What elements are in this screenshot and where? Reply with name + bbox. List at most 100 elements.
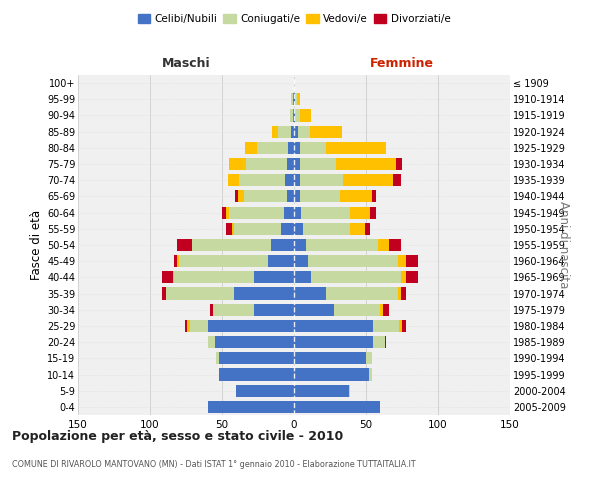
- Bar: [286, 174, 294, 186]
- Bar: [208, 320, 294, 332]
- Bar: [244, 190, 287, 202]
- Bar: [166, 288, 233, 300]
- Bar: [401, 288, 406, 300]
- Bar: [399, 320, 402, 332]
- Bar: [373, 320, 399, 332]
- Bar: [373, 336, 385, 348]
- Bar: [185, 320, 187, 332]
- Bar: [294, 336, 373, 348]
- Bar: [340, 190, 372, 202]
- Bar: [350, 222, 365, 235]
- Bar: [293, 110, 294, 122]
- Bar: [294, 384, 349, 397]
- Bar: [178, 255, 179, 268]
- Bar: [311, 272, 401, 283]
- Bar: [294, 288, 326, 300]
- Bar: [287, 158, 294, 170]
- Bar: [216, 352, 219, 364]
- Text: COMUNE DI RIVAROLO MANTOVANO (MN) - Dati ISTAT 1° gennaio 2010 - Elaborazione TU: COMUNE DI RIVAROLO MANTOVANO (MN) - Dati…: [12, 460, 416, 469]
- Bar: [229, 158, 247, 170]
- Bar: [192, 239, 271, 251]
- Bar: [208, 401, 294, 413]
- Bar: [396, 158, 402, 170]
- Bar: [294, 368, 369, 380]
- Bar: [239, 174, 286, 186]
- Text: Maschi: Maschi: [161, 57, 211, 70]
- Bar: [271, 239, 294, 251]
- Bar: [190, 320, 208, 332]
- Bar: [295, 93, 297, 106]
- Bar: [187, 320, 190, 332]
- Bar: [294, 320, 373, 332]
- Bar: [305, 239, 377, 251]
- Y-axis label: Fasce di età: Fasce di età: [29, 210, 43, 280]
- Bar: [377, 239, 389, 251]
- Bar: [226, 222, 232, 235]
- Bar: [254, 272, 294, 283]
- Text: Popolazione per età, sesso e stato civile - 2010: Popolazione per età, sesso e stato civil…: [12, 430, 343, 443]
- Bar: [232, 222, 233, 235]
- Bar: [365, 222, 370, 235]
- Bar: [294, 126, 298, 138]
- Bar: [406, 272, 418, 283]
- Bar: [300, 190, 340, 202]
- Bar: [336, 158, 396, 170]
- Bar: [300, 174, 343, 186]
- Bar: [175, 272, 254, 283]
- Bar: [272, 126, 278, 138]
- Bar: [161, 288, 166, 300]
- Bar: [300, 142, 326, 154]
- Bar: [300, 110, 311, 122]
- Bar: [228, 174, 239, 186]
- Bar: [294, 401, 380, 413]
- Legend: Celibi/Nubili, Coniugati/e, Vedovi/e, Divorziati/e: Celibi/Nubili, Coniugati/e, Vedovi/e, Di…: [133, 10, 455, 29]
- Bar: [278, 126, 291, 138]
- Bar: [179, 255, 268, 268]
- Bar: [173, 272, 175, 283]
- Bar: [257, 142, 288, 154]
- Bar: [294, 190, 300, 202]
- Bar: [298, 126, 310, 138]
- Bar: [245, 142, 257, 154]
- Bar: [310, 126, 341, 138]
- Bar: [268, 255, 294, 268]
- Bar: [288, 142, 294, 154]
- Bar: [290, 110, 293, 122]
- Bar: [219, 368, 294, 380]
- Bar: [383, 304, 389, 316]
- Bar: [233, 288, 294, 300]
- Bar: [343, 174, 394, 186]
- Bar: [178, 239, 192, 251]
- Bar: [350, 206, 370, 218]
- Bar: [294, 272, 311, 283]
- Bar: [294, 93, 295, 106]
- Bar: [294, 255, 308, 268]
- Bar: [293, 93, 294, 106]
- Bar: [385, 336, 386, 348]
- Bar: [398, 255, 406, 268]
- Bar: [161, 272, 173, 283]
- Bar: [308, 255, 398, 268]
- Bar: [301, 206, 350, 218]
- Bar: [175, 255, 178, 268]
- Bar: [287, 190, 294, 202]
- Bar: [389, 239, 401, 251]
- Bar: [233, 222, 281, 235]
- Bar: [297, 93, 300, 106]
- Bar: [291, 126, 294, 138]
- Bar: [208, 336, 215, 348]
- Bar: [402, 320, 406, 332]
- Bar: [238, 190, 244, 202]
- Bar: [366, 352, 372, 364]
- Text: Femmine: Femmine: [370, 57, 434, 70]
- Bar: [294, 304, 334, 316]
- Bar: [211, 304, 214, 316]
- Bar: [294, 174, 300, 186]
- Bar: [294, 352, 366, 364]
- Bar: [226, 206, 229, 218]
- Bar: [215, 336, 294, 348]
- Bar: [222, 206, 226, 218]
- Bar: [254, 304, 294, 316]
- Bar: [380, 304, 383, 316]
- Bar: [294, 110, 295, 122]
